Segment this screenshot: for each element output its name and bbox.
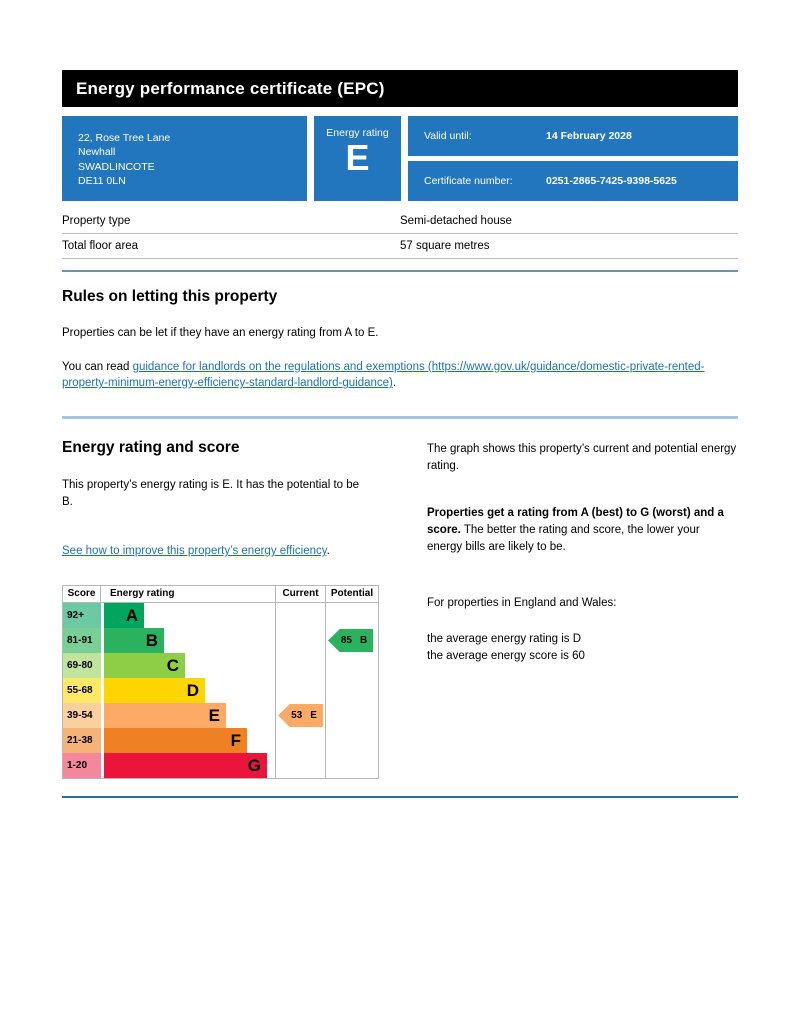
current-rating-arrow-letter: E (310, 710, 317, 722)
energy-rating-score-section: Energy rating and score This property’s … (62, 439, 738, 780)
chart-body: 92+ A 81-91 B 69-80 C 55-68 D 39-54 E 21-38 F 1-20 G … (63, 603, 378, 779)
rating-explainer-rest: The better the rating and score, the low… (427, 524, 700, 553)
graph-explainer-paragraph: The graph shows this property’s current … (427, 443, 737, 472)
section-divider (62, 416, 738, 420)
document-title-bar: Energy performance certificate (EPC) (62, 70, 738, 107)
certificate-number-label: Certificate number: (424, 175, 513, 187)
band-bar-c: C (104, 653, 185, 679)
certificate-number-row: Certificate number: 0251-2865-7425-9398-… (408, 161, 738, 201)
band-letter-a: A (125, 606, 138, 626)
score-range-c: 69-80 (63, 653, 101, 679)
improve-link-suffix: . (326, 545, 330, 558)
rating-bands: 92+ A 81-91 B 69-80 C 55-68 D 39-54 E 21-38 F 1-20 G (63, 603, 276, 779)
band-bar-a: A (104, 603, 144, 629)
band-letter-b: B (145, 631, 158, 651)
band-row-g: 1-20 G (63, 753, 275, 779)
band-row-d: 55-68 D (63, 678, 275, 704)
guidance-text-suffix: . (392, 377, 397, 390)
rating-explainer-paragraph: Properties get a rating from A (best) to… (427, 505, 738, 555)
valid-until-value: 14 February 2028 (546, 130, 632, 142)
landlord-guidance-link[interactable]: guidance for landlords on the regulation… (62, 360, 705, 390)
current-rating-arrow-score: 53 (291, 710, 303, 722)
table-row-property-type: Property type Semi-detached house (62, 209, 738, 234)
score-range-b: 81-91 (63, 628, 101, 654)
potential-rating-arrow: 85 B (328, 629, 373, 653)
current-rating-arrow: 53 E (278, 704, 323, 728)
column-header-potential: Potential (330, 588, 374, 600)
average-score-line: the average energy score is 60 (427, 649, 585, 662)
rating-explainer-bold: Properties get a rating from A (best) to… (427, 507, 724, 537)
valid-until-row: Valid until: 14 February 2028 (408, 116, 738, 156)
score-range-e: 39-54 (63, 703, 101, 729)
chart-header-row: Score Energy rating Current Potential (63, 586, 378, 604)
floor-area-label: Total floor area (62, 240, 139, 252)
band-row-e: 39-54 E (63, 703, 275, 729)
rating-right-column: The graph shows this property’s current … (427, 439, 738, 779)
band-bar-e: E (104, 703, 226, 729)
band-row-b: 81-91 B (63, 628, 275, 654)
improve-paragraph: See how to improve this property’s energ… (62, 543, 362, 560)
potential-rating-arrow-score: 85 (340, 635, 352, 647)
band-letter-g: G (247, 756, 261, 776)
score-range-d: 55-68 (63, 678, 101, 704)
band-letter-d: D (186, 681, 199, 701)
address-line-2: Newhall (78, 146, 116, 159)
column-header-current: Current (276, 586, 326, 603)
valid-until-label: Valid until: (424, 130, 472, 142)
band-letter-e: E (208, 706, 220, 726)
band-row-a: 92+ A (63, 603, 275, 629)
guidance-text-prefix: You can read (62, 360, 133, 373)
averages-paragraph: the average energy rating is D the avera… (427, 631, 738, 664)
section-divider (62, 796, 738, 799)
property-type-value: Semi-detached house (400, 215, 512, 227)
rules-section-heading: Rules on letting this property (62, 288, 278, 305)
energy-rating-value: E (345, 137, 370, 178)
property-address: 22, Rose Tree Lane Newhall SWADLINCOTE D… (62, 116, 307, 201)
certificate-meta: Valid until: 14 February 2028 Certificat… (408, 116, 738, 201)
rules-paragraph: Properties can be let if they have an en… (62, 327, 379, 339)
band-row-f: 21-38 F (63, 728, 275, 754)
rating-section-heading: Energy rating and score (62, 439, 240, 457)
certificate-summary: 22, Rose Tree Lane Newhall SWADLINCOTE D… (62, 116, 738, 201)
potential-rating-arrow-letter: B (359, 635, 368, 647)
score-range-g: 1-20 (63, 753, 101, 779)
table-row-floor-area: Total floor area 57 square metres (62, 234, 738, 259)
address-line-4: DE11 0LN (78, 175, 126, 188)
column-header-score: Score (63, 586, 101, 603)
band-bar-d: D (104, 678, 205, 704)
band-row-c: 69-80 C (63, 653, 275, 679)
band-letter-c: C (166, 656, 179, 676)
address-line-1: 22, Rose Tree Lane (78, 132, 171, 144)
rating-summary-paragraph: This property’s energy rating is E. It h… (62, 479, 360, 508)
column-header-energy-rating: Energy rating (101, 586, 276, 603)
floor-area-value: 57 square metres (400, 240, 490, 252)
address-line-3: SWADLINCOTE (78, 160, 155, 173)
page-title: Energy performance certificate (EPC) (76, 78, 385, 98)
england-wales-paragraph: For properties in England and Wales: (427, 597, 617, 610)
band-bar-b: B (104, 628, 164, 654)
epc-rating-chart: Score Energy rating Current Potential 92… (62, 585, 379, 780)
average-rating-line: the average energy rating is D (427, 633, 582, 646)
property-type-label: Property type (62, 215, 131, 227)
energy-rating-box: Energy rating E (314, 116, 401, 201)
certificate-number-value: 0251-2865-7425-9398-5625 (546, 175, 677, 187)
page-content: Energy performance certificate (EPC) 22,… (62, 70, 738, 799)
section-divider (62, 270, 738, 272)
band-letter-f: F (230, 731, 241, 751)
band-bar-g: G (104, 753, 267, 779)
band-bar-f: F (104, 728, 247, 754)
property-facts-table: Property type Semi-detached house Total … (62, 209, 738, 259)
current-rating-column: 53 E (276, 603, 326, 779)
rating-left-column: Energy rating and score This property’s … (62, 439, 412, 780)
improve-efficiency-link[interactable]: See how to improve this property’s energ… (62, 545, 327, 558)
potential-rating-column: 85 B (326, 603, 378, 778)
score-range-f: 21-38 (63, 728, 101, 754)
score-range-a: 92+ (63, 603, 101, 629)
guidance-paragraph: You can read guidance for landlords on t… (62, 359, 722, 392)
energy-rating-label: Energy rating (326, 127, 389, 139)
